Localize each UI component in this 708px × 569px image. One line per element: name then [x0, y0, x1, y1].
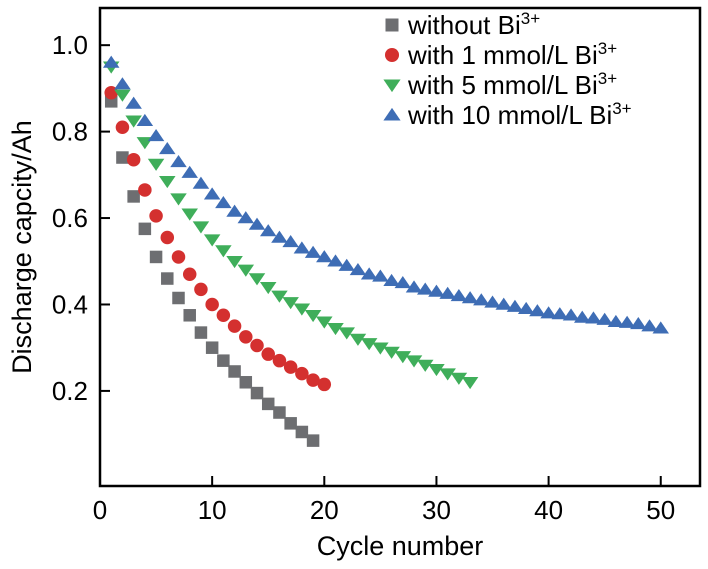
legend-item-without-bi: without Bi3+	[385, 9, 540, 40]
legend-item-with-5mmol: with 5 mmol/L Bi3+	[383, 69, 617, 100]
x-tick-label: 10	[198, 495, 227, 525]
x-tick-label: 0	[93, 495, 107, 525]
legend-label: with 5 mmol/L Bi3+	[407, 69, 617, 100]
x-tick-label: 50	[646, 495, 675, 525]
plot-frame	[98, 6, 702, 488]
y-tick-label: 0.2	[52, 376, 88, 406]
legend-item-with-1mmol: with 1 mmol/L Bi3+	[384, 39, 617, 70]
series-with-1mmol	[104, 85, 332, 392]
x-tick-label: 30	[422, 495, 451, 525]
legend-label: with 10 mmol/L Bi3+	[407, 99, 632, 130]
legend-label: without Bi3+	[407, 9, 540, 40]
y-axis-title: Discharge capcity/Ah	[7, 120, 37, 374]
y-tick-label: 0.8	[52, 117, 88, 147]
x-tick-label: 20	[310, 495, 339, 525]
y-tick-label: 1.0	[52, 30, 88, 60]
y-tick-label: 0.6	[52, 203, 88, 233]
y-tick-label: 0.4	[52, 289, 88, 319]
x-axis-title: Cycle number	[316, 531, 484, 561]
legend-item-with-10mmol: with 10 mmol/L Bi3+	[383, 99, 632, 130]
x-tick-label: 40	[534, 495, 563, 525]
series-with-5mmol	[102, 61, 479, 390]
series-with-10mmol	[102, 55, 669, 334]
series-without-bi	[104, 95, 320, 447]
legend: without Bi3+with 1 mmol/L Bi3+with 5 mmo…	[383, 9, 632, 130]
legend-label: with 1 mmol/L Bi3+	[407, 39, 617, 70]
